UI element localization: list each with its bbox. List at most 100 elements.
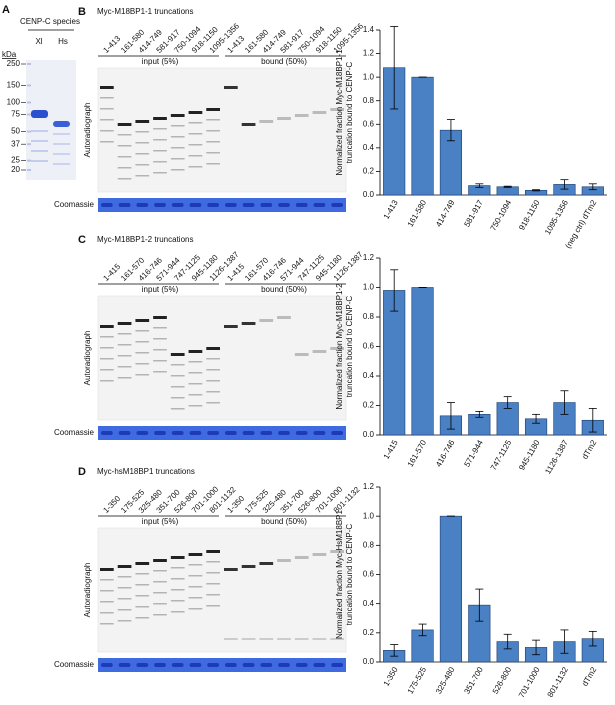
- ladder-band: [27, 159, 31, 162]
- ladder-band: [27, 113, 31, 116]
- x-tick-label: 747-1125: [489, 438, 514, 472]
- gel-band: [153, 581, 167, 583]
- gel-band: [206, 358, 220, 360]
- coomassie-band: [136, 663, 149, 667]
- bound-label: bound (50%): [261, 285, 307, 294]
- gel-band: [135, 164, 150, 166]
- gel-label: Autoradiograph: [83, 103, 92, 158]
- x-tick-label: 325-480: [434, 665, 457, 695]
- coomassie-band: [278, 203, 290, 207]
- gel-band: [188, 564, 203, 566]
- x-tick-label: 175-525: [406, 665, 429, 695]
- gel-band: [206, 108, 220, 111]
- gel-band: [117, 366, 132, 368]
- gel-band: [241, 123, 256, 126]
- y-tick-label: 1.0: [363, 72, 375, 81]
- coomassie-band: [295, 431, 308, 435]
- gel-band: [153, 327, 167, 329]
- y-axis-label: truncation bound to CENP-C: [345, 296, 354, 398]
- gel-band: [135, 341, 150, 343]
- gel-band: [188, 361, 203, 363]
- gel-band: [117, 565, 132, 568]
- stain-label: Coomassie: [54, 660, 95, 669]
- coomassie-band: [331, 431, 343, 435]
- faint-band: [31, 140, 48, 142]
- gel-band: [294, 353, 309, 356]
- y-axis-label: truncation bound to CENP-C: [345, 524, 354, 626]
- gel-band: [117, 576, 132, 578]
- gel-band: [188, 166, 203, 168]
- gel-band: [206, 583, 220, 585]
- y-tick-label: 0.4: [363, 599, 375, 608]
- gel-band: [206, 119, 220, 121]
- marker-label: 150: [7, 81, 21, 90]
- coomassie-band: [154, 663, 166, 667]
- gel-band: [312, 553, 327, 556]
- gel-band: [188, 405, 203, 407]
- gel-band: [100, 141, 114, 143]
- gel-title: Myc-hsM18BP1 truncations: [97, 467, 195, 476]
- gel-band: [330, 347, 344, 350]
- faint-band: [53, 153, 70, 155]
- y-tick-label: 0.6: [363, 342, 375, 351]
- gel-band: [117, 377, 132, 379]
- gel-band: [188, 155, 203, 157]
- gel-band: [277, 559, 291, 562]
- gel-band: [277, 316, 291, 319]
- y-axis-label: Normalized fraction Myc-M18BP1-2: [335, 283, 344, 410]
- ladder-band: [27, 63, 31, 65]
- x-tick-label: 1-350: [382, 665, 400, 688]
- coomassie-band: [242, 431, 255, 435]
- gel-band: [153, 161, 167, 163]
- coomassie-band: [313, 431, 326, 435]
- x-tick-label: 161-580: [406, 198, 429, 228]
- gel-band: [153, 360, 167, 362]
- coomassie-band: [278, 431, 290, 435]
- gel-band: [135, 153, 150, 155]
- stain-label: Coomassie: [54, 200, 95, 209]
- panel-letter: A: [2, 4, 10, 16]
- coomassie-strip: [98, 198, 346, 212]
- coomassie-band: [225, 663, 237, 667]
- y-tick-label: 1.2: [363, 49, 375, 58]
- gel-band: [206, 141, 220, 143]
- gel-band: [206, 130, 220, 132]
- gel-band: [206, 550, 220, 553]
- ladder-band: [27, 143, 31, 146]
- lane-label: Hs: [58, 37, 68, 46]
- gel-band: [170, 589, 185, 591]
- gel-band: [100, 86, 114, 89]
- gel-band: [224, 86, 238, 89]
- marker-label: 75: [11, 110, 20, 119]
- coomassie-band: [101, 203, 113, 207]
- gel-band: [100, 358, 114, 360]
- y-tick-label: 0.6: [363, 119, 375, 128]
- gel-band: [188, 575, 203, 577]
- x-tick-label: 414-749: [434, 198, 457, 228]
- gel-label: Autoradiograph: [83, 563, 92, 618]
- gel-band: [100, 612, 114, 614]
- x-tick-label: 945-1180: [517, 438, 542, 472]
- coomassie-band: [171, 203, 184, 207]
- y-tick-label: 0.0: [363, 190, 375, 199]
- gel-band: [170, 397, 185, 399]
- gel-band: [117, 145, 132, 147]
- gel-band: [170, 147, 185, 149]
- gel-band: [153, 603, 167, 605]
- gel-band: [206, 347, 220, 350]
- gel-band: [153, 371, 167, 373]
- gel-band: [135, 319, 150, 322]
- gel-band: [153, 150, 167, 152]
- gel-band: [294, 114, 309, 117]
- coomassie-strip: [98, 658, 346, 672]
- gel-band: [117, 178, 132, 180]
- marker-label: 250: [7, 59, 21, 68]
- gel-band: [100, 130, 114, 132]
- gel-band: [206, 369, 220, 371]
- gel-band: [153, 172, 167, 174]
- gel-band: [135, 374, 150, 376]
- gel-band: [135, 120, 150, 123]
- gel-band: [170, 136, 185, 138]
- panel-letter: D: [78, 466, 86, 478]
- gel-band: [241, 322, 256, 325]
